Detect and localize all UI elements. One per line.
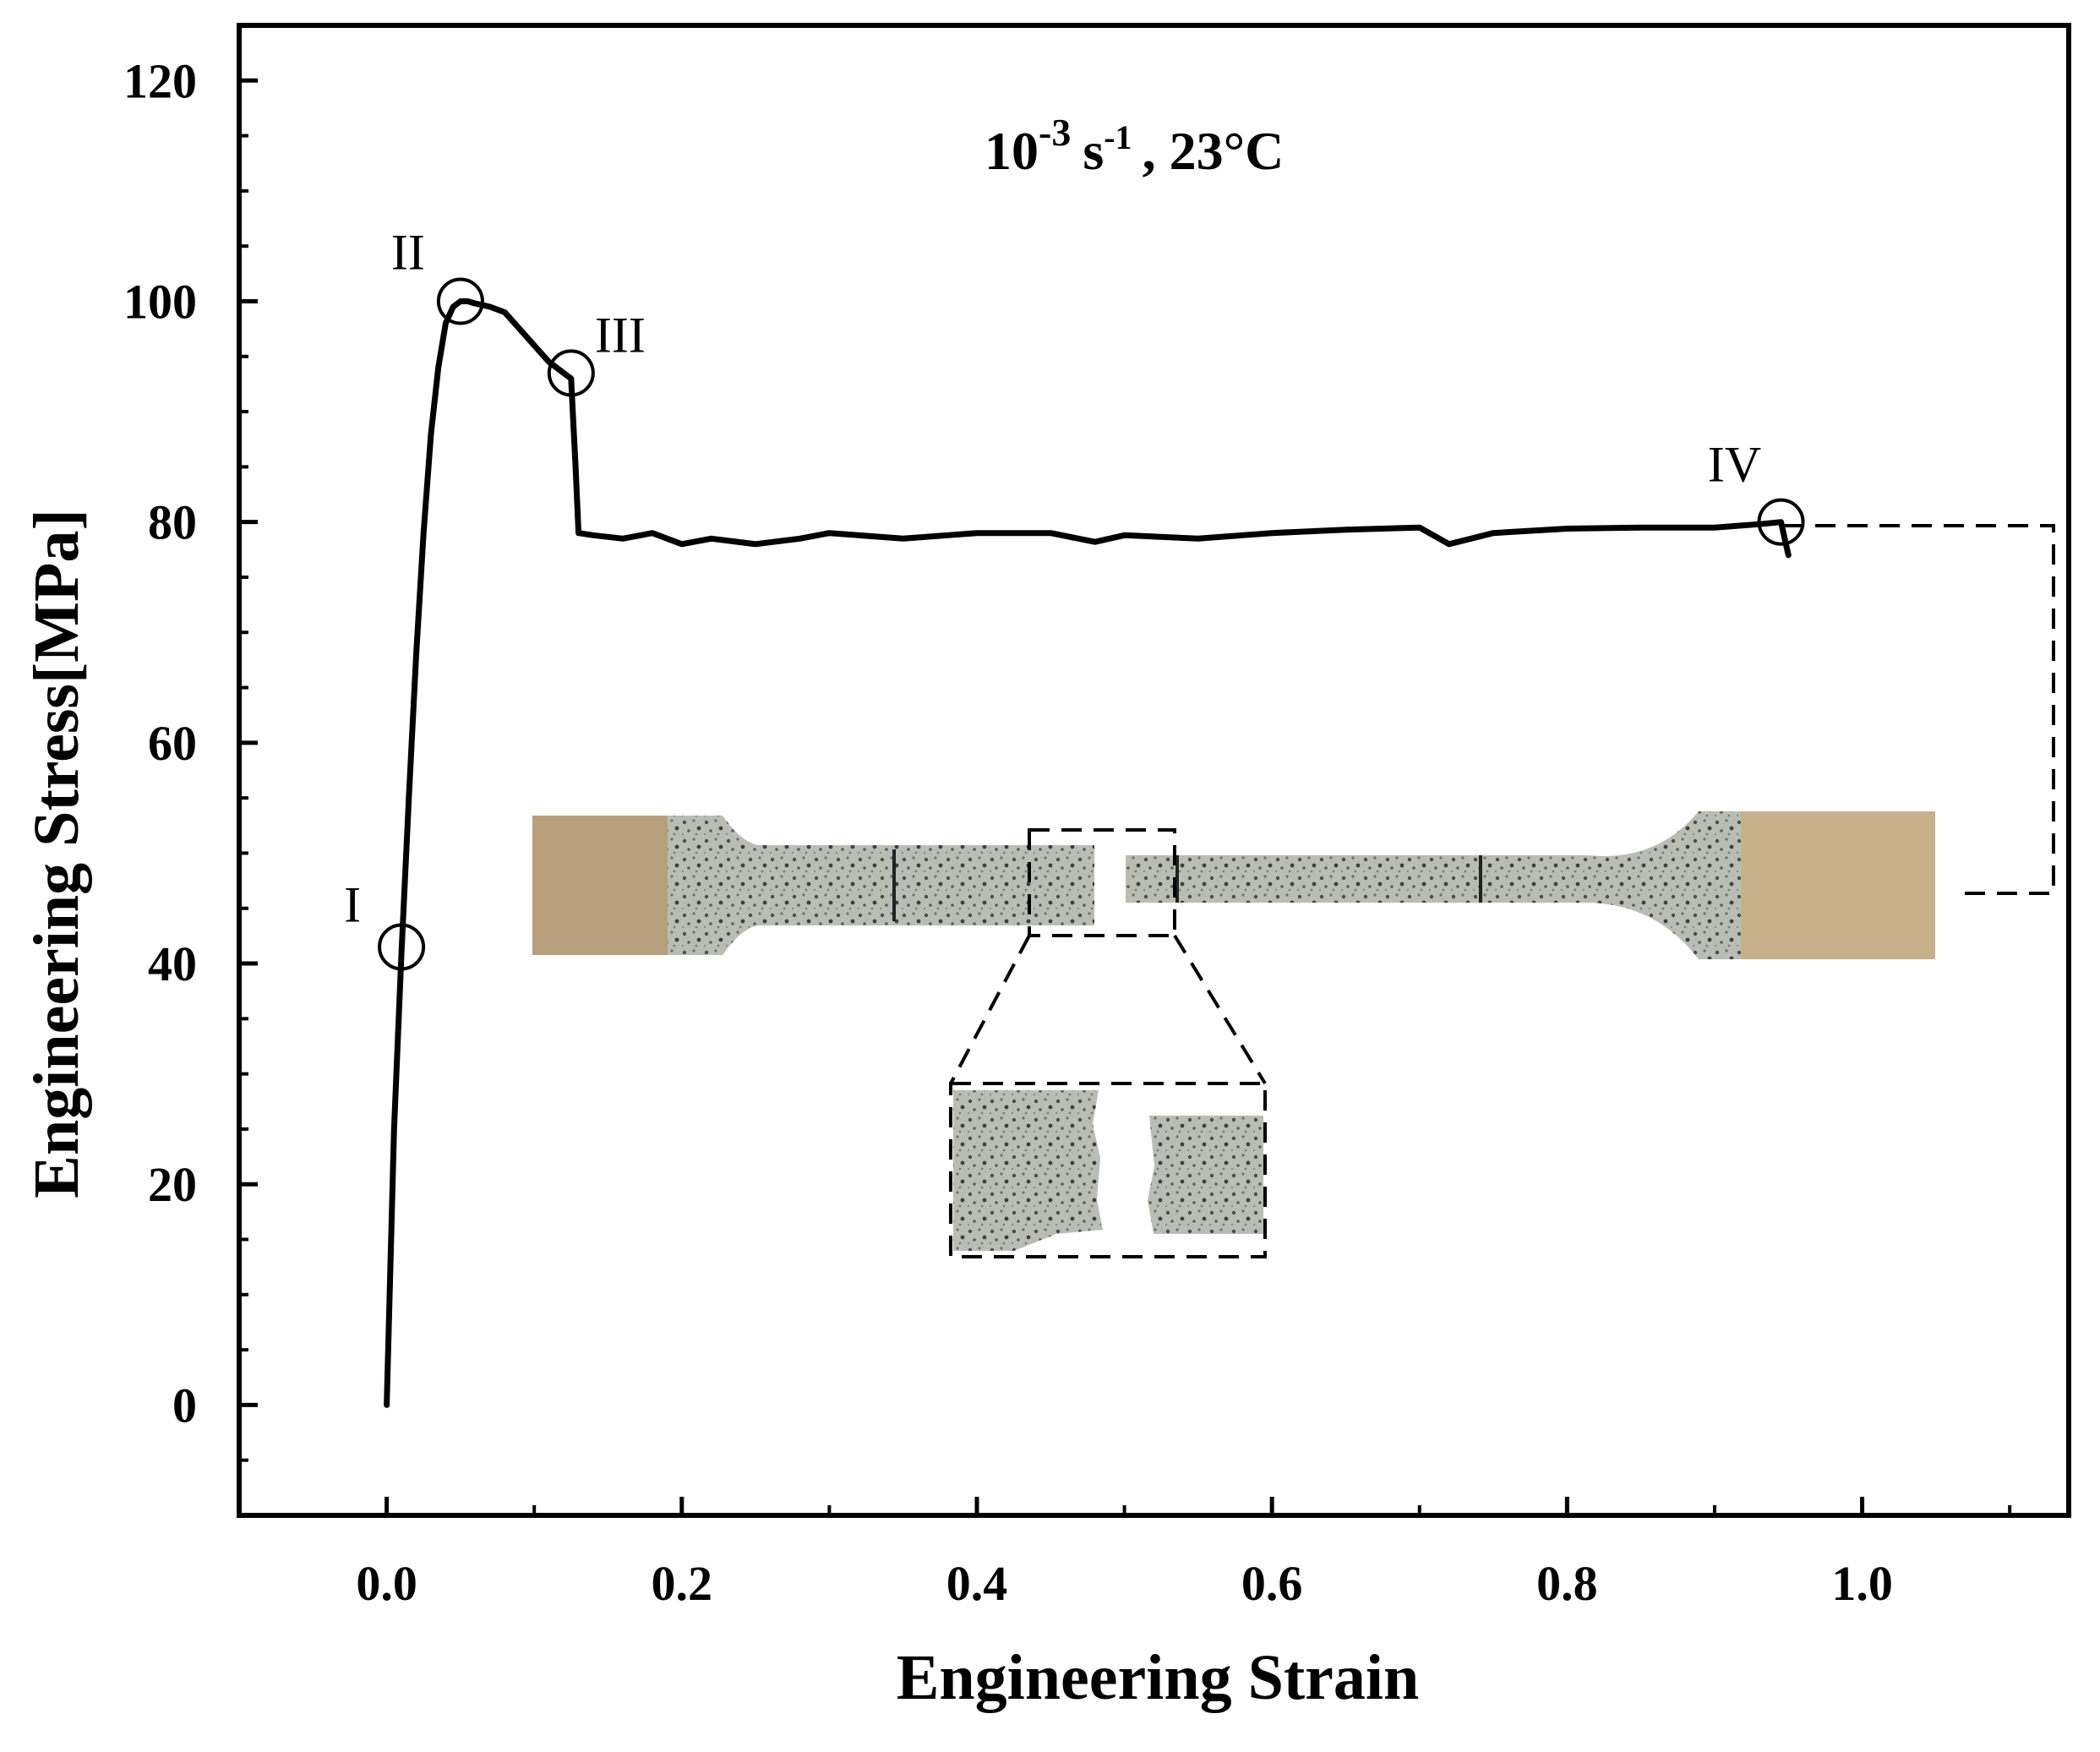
point-marker-circle [436,277,484,325]
plot-frame [237,23,2071,1518]
x-tick-label: 0.4 [946,1556,1008,1611]
specimen-left-shoulder [668,816,1094,955]
fracture-zoom-box [1028,828,1176,937]
zoom-connector-right [1173,934,1267,1085]
test-condition-label: 10-3 s-1 , 23°C [985,111,1284,181]
point-marker-circle [1757,498,1805,546]
y-tick-label: 0 [172,1378,197,1433]
y-tick-label: 100 [123,274,197,329]
rate-unit-exponent: -1 [1104,118,1132,156]
ticks: 0.0 0.2 0.4 0.6 0.8 1.0 0 20 40 60 80 100 120 [123,53,2012,1611]
y-axis-title: Engineering Stress[MPa] [21,509,92,1198]
x-tick-label: 0.6 [1241,1556,1303,1611]
rate-base: 10 [985,121,1039,181]
x-tick-label: 0.8 [1536,1556,1598,1611]
fracture-closeup-left [953,1090,1103,1251]
series-lines [384,298,1792,1408]
point-label: I [344,876,361,932]
point-marker-circle [547,349,595,397]
x-tick-label: 0.2 [652,1556,713,1611]
zoom-connector-left [949,935,1031,1084]
iv-to-inset-connector [1783,524,2055,895]
fracture-closeup-frame [949,1082,1267,1258]
y-tick-label: 60 [148,716,197,771]
point-marker-circle [378,923,426,971]
point-label: III [595,307,646,363]
stress-strain-curve [384,298,1792,1408]
specimen-right-grip [1741,811,1935,959]
y-tick-label: 40 [148,936,197,991]
rate-exponent: -3 [1039,111,1071,154]
specimen-left-grip [532,816,668,955]
y-tick-label: 20 [148,1157,197,1212]
y-tick-label: 80 [148,495,197,550]
specimen-right-part [1126,811,1741,959]
x-tick-label: 0.0 [356,1556,417,1611]
specimen-photo-inset [532,811,1935,1258]
fracture-closeup-right [1148,1116,1263,1234]
temperature-text: , 23°C [1143,121,1285,181]
point-label: II [391,224,425,280]
x-axis-title: Engineering Strain [897,1642,1420,1713]
x-tick-label: 1.0 [1831,1556,1893,1611]
rate-unit: s [1083,121,1104,181]
point-label: IV [1708,437,1761,493]
y-tick-label: 120 [123,53,197,108]
